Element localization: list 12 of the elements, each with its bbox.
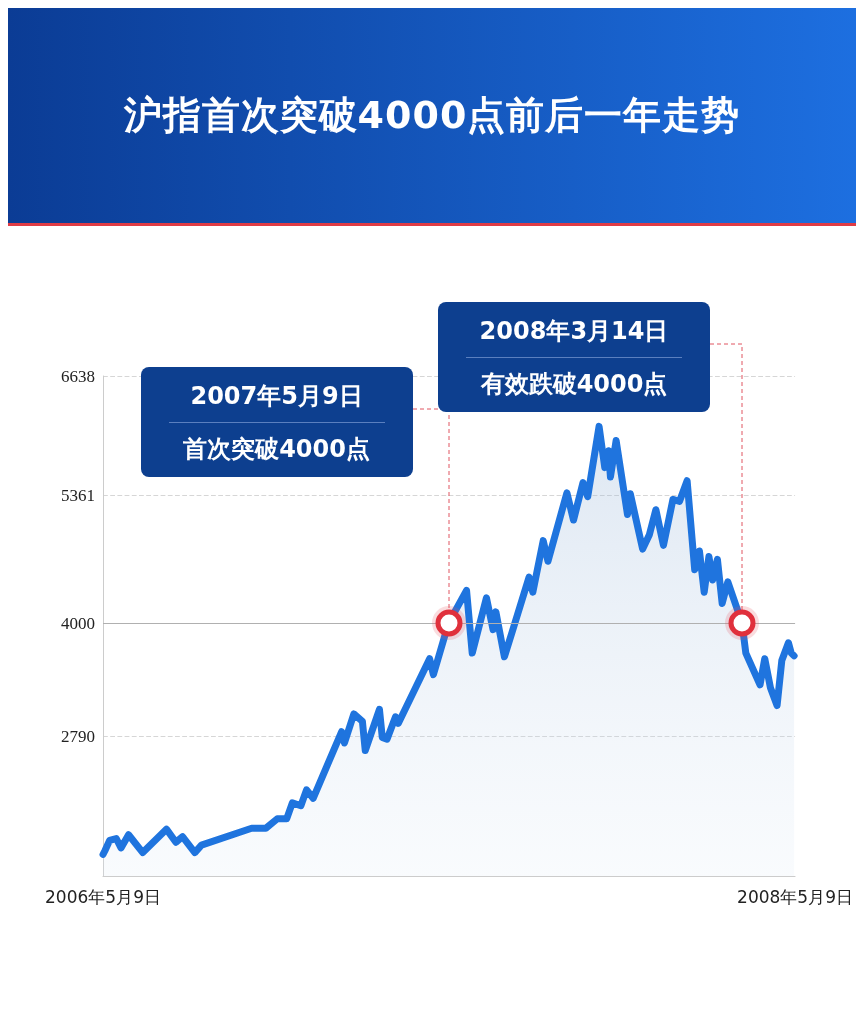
x-tick-label: 2008年5月9日 bbox=[737, 886, 854, 907]
y-tick-label: 2790 bbox=[61, 726, 95, 746]
x-tick-label: 2006年5月9日 bbox=[45, 886, 161, 907]
callout-box: 2007年5月9日 首次突破4000点 bbox=[140, 367, 413, 478]
y-tick-label: 5361 bbox=[61, 486, 95, 506]
y-tick-label: 6638 bbox=[61, 366, 95, 386]
annotation: 2007年5月9日 bbox=[190, 380, 363, 412]
callout-box: 2008年3月14日 有效跌破4000点 bbox=[438, 302, 711, 413]
annotation: 有效跌破4000点 bbox=[480, 368, 668, 400]
chart-title: 沪指首次突破4000点前后一年走势 bbox=[123, 92, 741, 139]
y-tick-label: 4000 bbox=[61, 613, 95, 633]
annotation: 首次突破4000点 bbox=[183, 433, 370, 465]
